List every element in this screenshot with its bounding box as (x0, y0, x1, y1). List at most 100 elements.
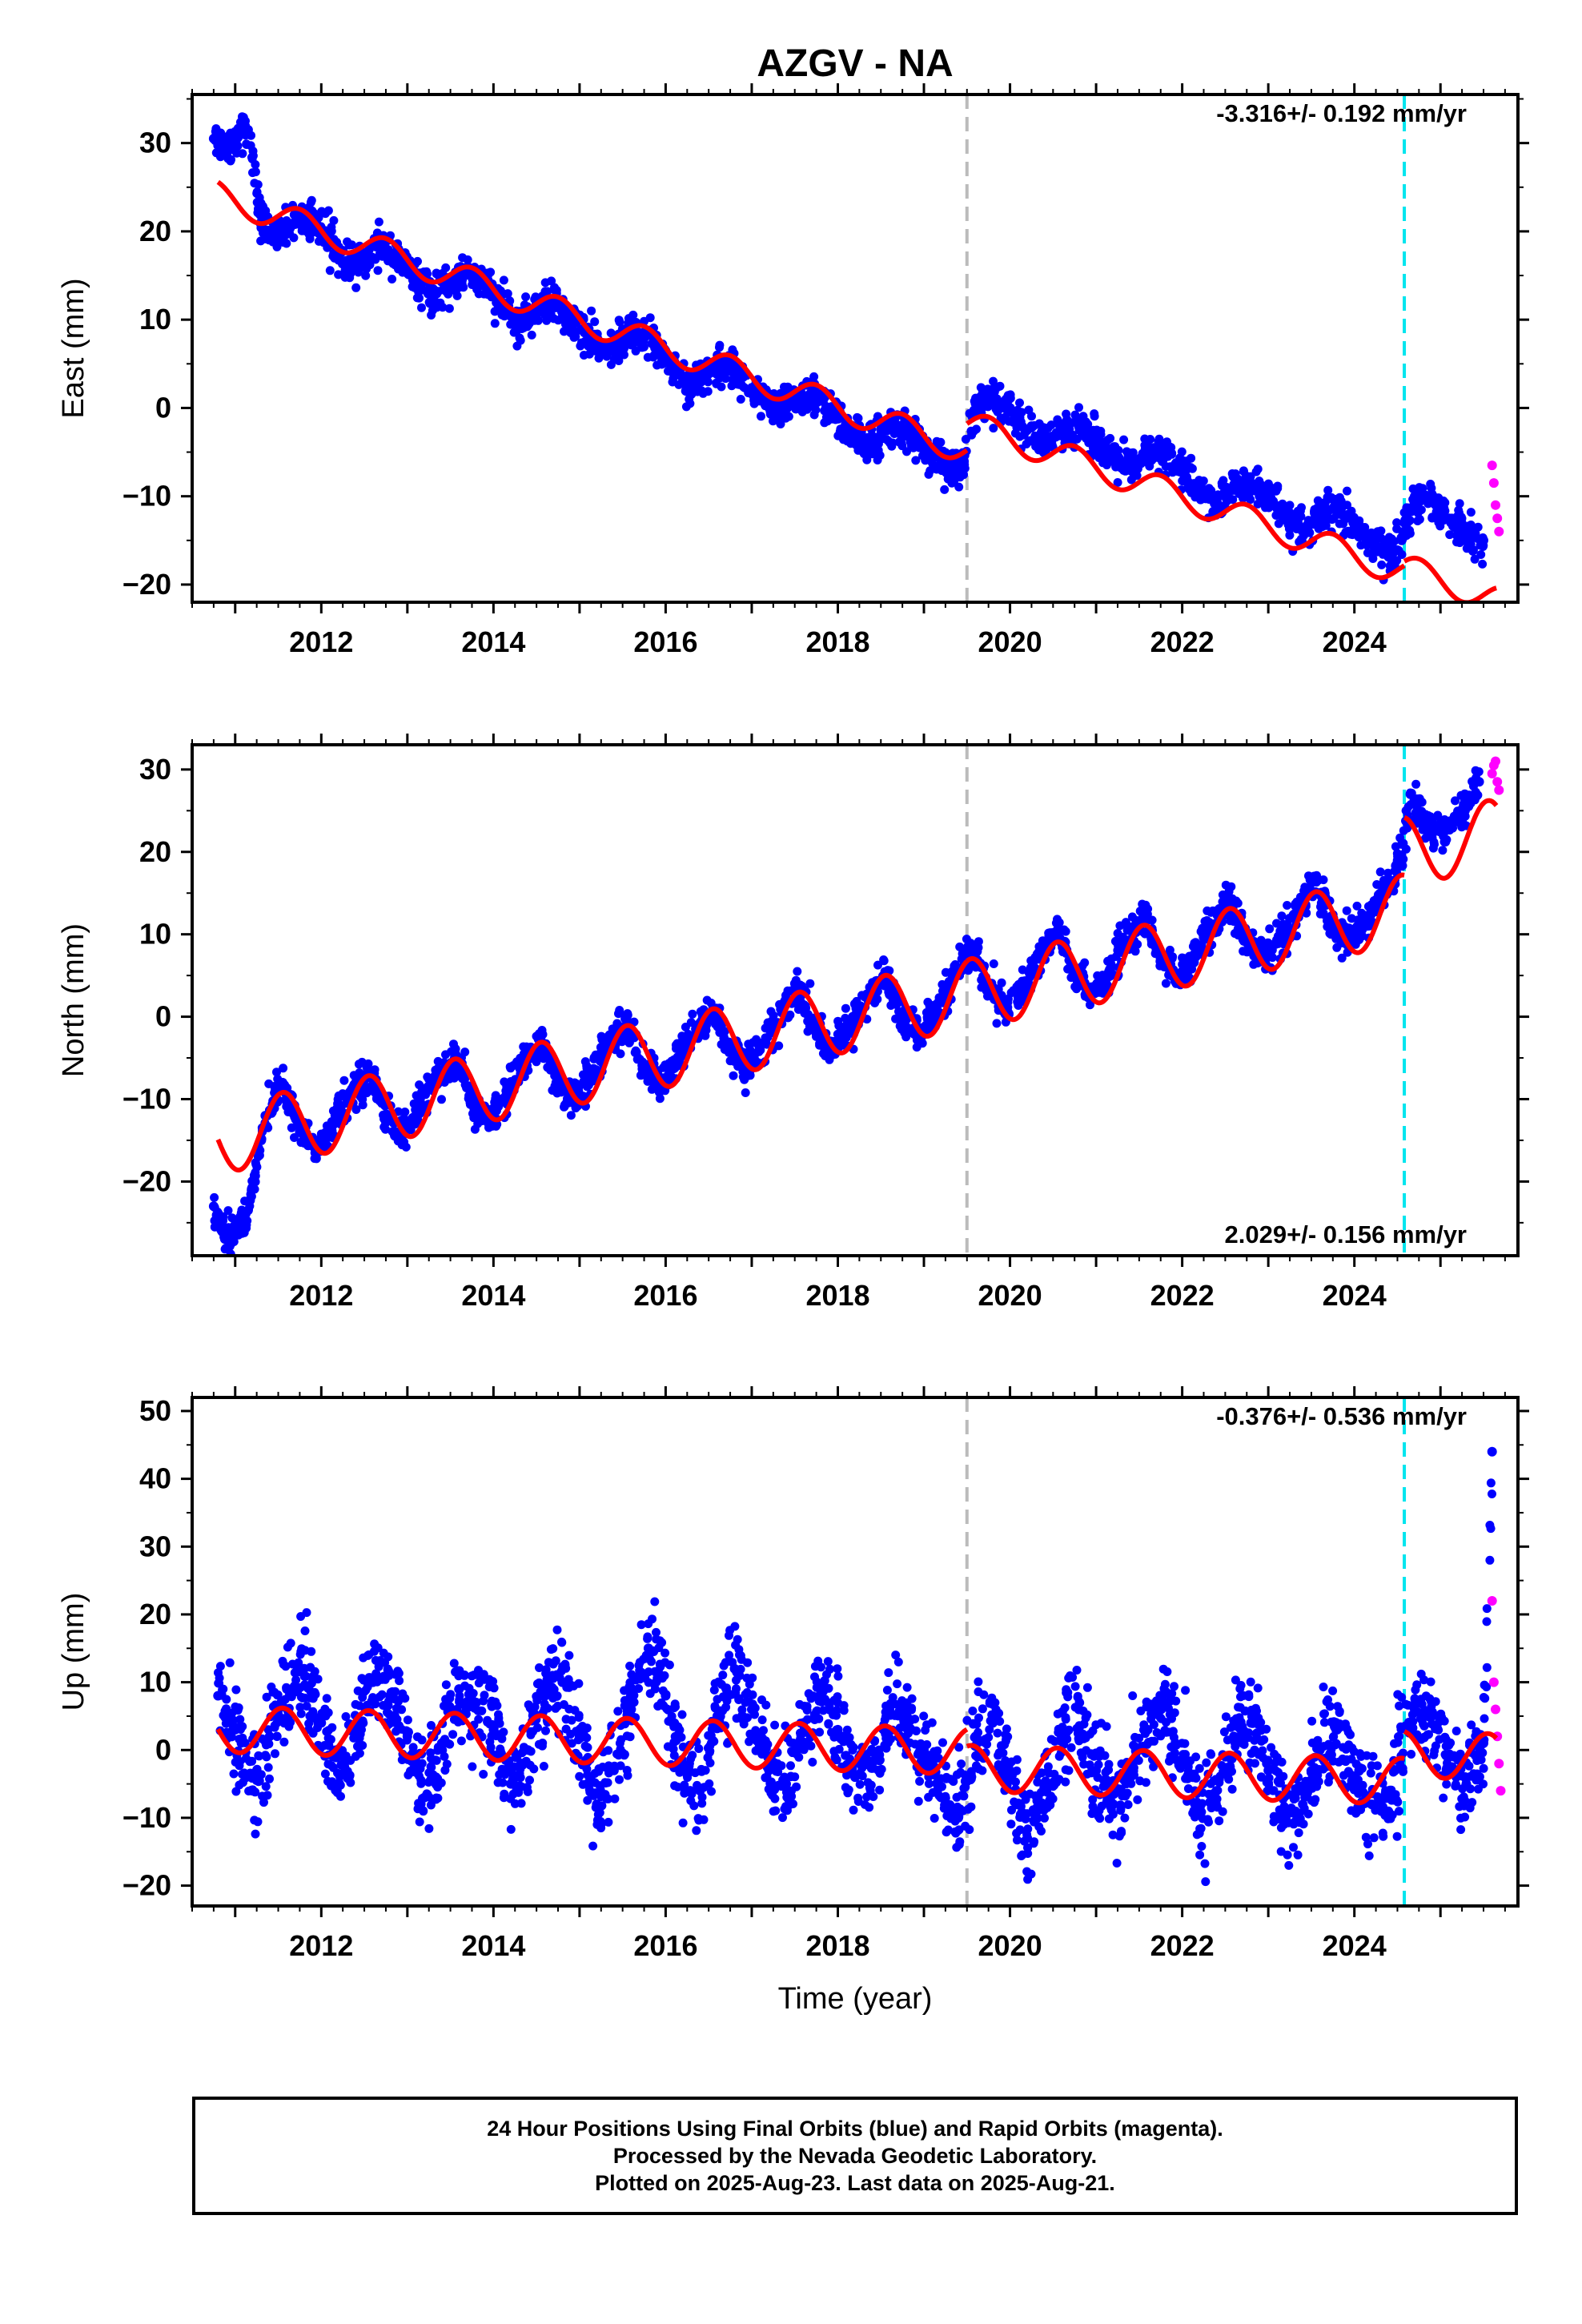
data-point-cloud (889, 429, 899, 438)
data-point-cloud (852, 1000, 861, 1009)
data-point-cloud (838, 1029, 848, 1039)
data-point-cloud (1136, 458, 1146, 468)
data-point-cloud (1470, 554, 1480, 564)
data-point-cloud (490, 307, 500, 316)
data-point-cloud (374, 217, 383, 227)
data-point-cloud (628, 310, 638, 320)
x-tick-label: 2018 (805, 1279, 869, 1312)
data-point-cloud (229, 1769, 239, 1779)
data-point-cloud (810, 400, 820, 409)
rate-annotation: 2.029+/- 0.156 mm/yr (1225, 1220, 1467, 1248)
data-point-cloud (255, 1149, 264, 1159)
data-point-cloud (1369, 542, 1379, 552)
data-point-cloud (1219, 488, 1229, 497)
data-point-cloud (1110, 936, 1120, 946)
data-point-cloud (1317, 505, 1327, 514)
data-point-cloud (432, 298, 441, 308)
data-point-cloud (1231, 469, 1240, 479)
data-point-cloud (766, 1007, 776, 1016)
data-point-cloud (417, 1087, 427, 1096)
data-point-cloud (604, 346, 613, 356)
data-point-cloud (314, 236, 323, 246)
data-point-cloud (282, 239, 291, 248)
x-tick-label: 2020 (978, 1279, 1042, 1312)
data-point-cloud (941, 967, 950, 977)
series-final (213, 1446, 1497, 1887)
data-point-cloud (488, 1121, 497, 1131)
data-point-cloud (1469, 524, 1479, 533)
data-point-cloud (841, 1013, 850, 1023)
data-point-cloud (386, 251, 396, 260)
data-point-cloud (227, 155, 235, 164)
event-lines (965, 745, 1407, 1256)
data-point-cloud (989, 424, 998, 433)
data-point-cloud (657, 360, 667, 369)
data-point-cloud (1273, 481, 1283, 491)
data-point-cloud (1230, 896, 1239, 906)
data-point-cloud (1114, 462, 1123, 472)
data-point-cloud (457, 279, 467, 288)
data-point-cloud (408, 282, 417, 292)
data-point-cloud (709, 362, 718, 371)
data-point-cloud (1262, 948, 1271, 958)
data-point-cloud (1347, 914, 1356, 923)
data-point-cloud (683, 371, 693, 380)
data-point-cloud (898, 1011, 908, 1020)
data-point-cloud (1401, 844, 1411, 854)
data-point-cloud (283, 1108, 293, 1116)
data-point-cloud (809, 372, 819, 381)
data-point-cloud (1412, 794, 1422, 803)
data-point-cloud (1445, 530, 1455, 540)
data-point-cloud (463, 255, 472, 264)
data-point-cloud (1263, 938, 1273, 947)
data-point-cloud (1375, 867, 1385, 877)
data-point-cloud (1283, 901, 1292, 910)
data-point-cloud (1154, 434, 1164, 444)
model-curve (1403, 798, 1499, 881)
data-point-cloud (1397, 550, 1407, 559)
data-point-cloud (923, 1012, 933, 1022)
data-point-cloud (1455, 499, 1464, 509)
data-point-cloud (1352, 901, 1362, 911)
data-point-cloud (334, 270, 343, 279)
data-point-cloud (215, 1662, 225, 1671)
data-point-cloud (1265, 482, 1274, 492)
data-point-cloud (780, 382, 789, 392)
data-point-cloud (365, 1082, 375, 1092)
rate-annotation: -3.316+/- 0.192 mm/yr (1216, 99, 1467, 127)
data-point-cloud (877, 434, 886, 444)
data-point-cloud (1213, 493, 1223, 503)
data-point-cloud (1279, 919, 1287, 929)
data-point-cloud (539, 307, 548, 316)
model-curve (215, 959, 970, 1173)
data-point-cloud (1329, 928, 1339, 938)
data-point-cloud (1146, 444, 1155, 454)
data-point-cloud (1143, 458, 1153, 468)
data-point-cloud (1363, 902, 1373, 911)
data-point-cloud (506, 1063, 516, 1073)
data-point-cloud (1167, 449, 1176, 459)
data-point-cloud (815, 1040, 825, 1050)
data-point-cloud (1083, 420, 1093, 429)
data-point-cloud (1161, 979, 1170, 988)
data-point-cloud (1003, 994, 1013, 1003)
data-point-cloud (219, 1221, 227, 1231)
data-point-cloud (247, 155, 257, 163)
data-point-cloud (238, 149, 247, 159)
x-tick-label: 2014 (461, 625, 525, 658)
data-point-cloud (1465, 532, 1475, 541)
data-point-cloud (441, 263, 451, 272)
data-point-cloud (250, 1184, 259, 1194)
data-point (1479, 535, 1488, 545)
data-point-cloud (434, 287, 444, 296)
data-point-cloud (1387, 537, 1397, 547)
data-point-cloud (327, 227, 336, 236)
data-point-cloud (1086, 1000, 1094, 1010)
data-point-cloud (221, 1719, 231, 1728)
data-point-cloud (1347, 925, 1357, 935)
data-point-cloud (1046, 437, 1055, 447)
data-point-cloud (1419, 491, 1429, 501)
data-point-cloud (247, 1756, 257, 1766)
data-point-cloud (1239, 480, 1248, 489)
